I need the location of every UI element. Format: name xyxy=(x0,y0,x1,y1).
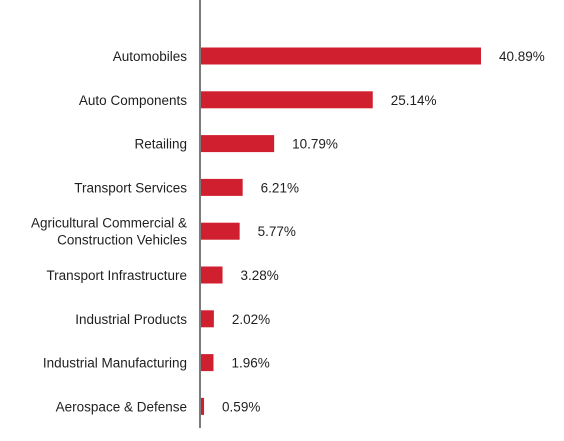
category-label-4-line-0: Agricultural Commercial & xyxy=(31,216,187,231)
value-labels-group: 40.89% 25.14% 10.79% 6.21% 5.77% 3.28% 2.02% 1.… xyxy=(222,49,545,414)
value-label-7: 1.96% xyxy=(231,356,269,371)
value-label-6: 2.02% xyxy=(232,312,270,327)
category-label-5: Transport Infrastructure xyxy=(46,268,187,283)
bar-2 xyxy=(200,135,275,153)
bars-group xyxy=(200,47,481,415)
bar-3 xyxy=(200,178,243,196)
category-label-1: Auto Components xyxy=(79,93,187,108)
value-label-0: 40.89% xyxy=(499,49,545,64)
value-label-3: 6.21% xyxy=(261,180,299,195)
category-label-2: Retailing xyxy=(134,137,187,152)
bar-1 xyxy=(200,91,373,109)
category-label-8: Aerospace & Defense xyxy=(56,399,187,414)
bar-4 xyxy=(200,222,240,240)
bar-0 xyxy=(200,47,481,65)
category-label-4-line-1: Construction Vehicles xyxy=(57,233,187,248)
value-label-4: 5.77% xyxy=(258,224,296,239)
category-labels-group: Automobiles Auto Components Retailing Trans… xyxy=(31,49,187,414)
bar-5 xyxy=(200,266,223,284)
bar-6 xyxy=(200,310,214,328)
value-label-2: 10.79% xyxy=(292,137,338,152)
bar-7 xyxy=(200,354,214,372)
value-label-8: 0.59% xyxy=(222,399,260,414)
category-label-0: Automobiles xyxy=(113,49,188,64)
value-label-5: 3.28% xyxy=(241,268,279,283)
category-label-6: Industrial Products xyxy=(75,312,187,327)
value-label-1: 25.14% xyxy=(391,93,437,108)
bar-8 xyxy=(200,397,205,415)
category-label-7: Industrial Manufacturing xyxy=(43,356,187,371)
category-label-3: Transport Services xyxy=(74,180,187,195)
